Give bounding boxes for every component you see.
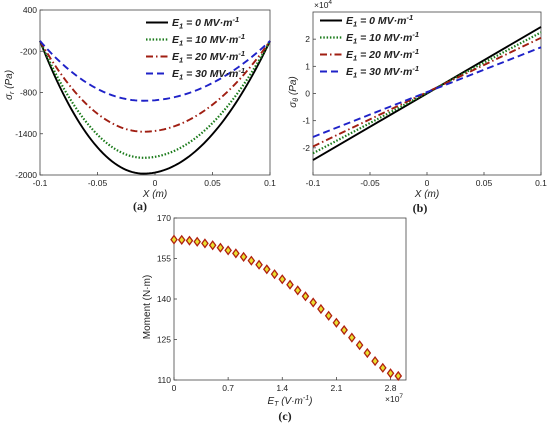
panel-a-ylabel: σr (Pa) xyxy=(4,70,16,100)
panel-c-xtick-label: 2.1 xyxy=(330,383,342,393)
panel-c-xtick-label: 2.8 xyxy=(385,383,397,393)
panel-c-marker-13 xyxy=(270,269,279,280)
panel-c-marker-29 xyxy=(394,370,403,382)
panel-c-marker-11 xyxy=(255,259,263,270)
panel-a-ticks: -0.1 -0.05 0 0.05 0.1 400 -200 -800 -1400 -2000 xyxy=(15,5,276,188)
panel-c-marker-23 xyxy=(348,332,356,343)
panel-a-legend-label-0: E1 = 0 MV·m-1 xyxy=(172,15,239,31)
panel-b-xtick-label: -0.05 xyxy=(360,178,380,188)
panel-b-multiplier: ×104 xyxy=(314,0,332,10)
panel-c-marker-3 xyxy=(193,236,202,247)
panel-c-xlabel: ET (V·m-1) xyxy=(268,395,313,408)
panel-b-legend: E1 = 0 MV·m-1E1 = 10 MV·m-1E1 = 20 MV·m-… xyxy=(320,13,419,80)
panel-c-marker-18 xyxy=(309,297,318,308)
panel-a-ytick-label: 400 xyxy=(23,5,37,15)
panel-a-series-1 xyxy=(38,40,271,159)
panel-b-chart: ×104 σθ (Pa) -0.1 -0.05 0 0.05 0.1 2 1 0 -1 -2 E1… xyxy=(288,0,547,215)
panel-a-ytick-label: -2000 xyxy=(15,170,37,180)
panel-c-ytick-label: 155 xyxy=(157,254,171,264)
panel-c-ytick-label: 125 xyxy=(157,335,171,345)
panel-a-xtick-label: -0.05 xyxy=(88,178,108,188)
panel-b-xtick-label: 0.1 xyxy=(535,178,547,188)
panel-c-marker-10 xyxy=(247,255,256,266)
panel-c-ticks: 0 0.7 1.4 2.1 2.8 170 155 140 125 110 xyxy=(157,213,397,393)
panel-c-xtick-label: 1.4 xyxy=(276,383,288,393)
panel-b-legend-label-3: E1 = 30 MV·m-1 xyxy=(346,64,419,80)
panel-c-marker-28 xyxy=(386,368,395,379)
panel-a-series-0 xyxy=(39,40,271,175)
panel-c-marker-14 xyxy=(278,274,287,285)
panel-a-chart: σr (Pa) -0.1 -0.05 0 0.05 0.1 400 -200 -800 -140… xyxy=(4,5,276,213)
panel-a-series-2 xyxy=(39,40,271,133)
panel-c-marker-12 xyxy=(262,264,271,275)
panel-b-ticks: -0.1 -0.05 0 0.05 0.1 2 1 0 -1 -2 xyxy=(302,34,547,188)
panel-c-ytick-label: 110 xyxy=(157,375,171,385)
panel-b-legend-label-2: E1 = 20 MV·m-1 xyxy=(346,47,419,63)
panel-c-ytick-label: 140 xyxy=(157,294,171,304)
panel-c-ylabel: Moment (N·m) xyxy=(142,275,153,339)
panel-b-ylabel: σθ (Pa) xyxy=(288,76,300,108)
panel-a-series-3 xyxy=(39,40,271,102)
panel-b-legend-label-0: E1 = 0 MV·m-1 xyxy=(346,13,413,29)
panel-c-marker-7 xyxy=(224,245,232,256)
panel-c-markers xyxy=(170,234,403,382)
panel-b-ytick-label: 2 xyxy=(305,34,310,44)
panel-c-marker-25 xyxy=(363,347,372,359)
panel-a-ytick-label: -1400 xyxy=(15,129,37,139)
panel-c-marker-19 xyxy=(317,303,325,315)
panel-c-marker-21 xyxy=(332,317,341,328)
panel-c-marker-6 xyxy=(216,242,225,253)
panel-a-xlabel: X (m) xyxy=(142,189,167,200)
panel-a-caption: (a) xyxy=(133,199,147,213)
panel-c-caption: (c) xyxy=(278,409,291,423)
panel-c-marker-20 xyxy=(324,310,333,321)
panel-c-marker-27 xyxy=(378,362,387,373)
panel-b-curves xyxy=(312,26,542,161)
panel-c-ytick-label: 170 xyxy=(157,213,171,223)
panel-b-caption: (b) xyxy=(413,201,428,215)
panel-c-marker-22 xyxy=(340,324,348,336)
panel-c-plot-frame xyxy=(173,217,407,381)
panel-a-xtick-label: 0.05 xyxy=(204,178,221,188)
panel-b-xtick-label: 0 xyxy=(425,178,430,188)
panel-b-ytick-label: 0 xyxy=(305,89,310,99)
panel-c-xtick-label: 0 xyxy=(172,383,177,393)
panel-c-marker-9 xyxy=(239,251,248,262)
panel-c-marker-4 xyxy=(201,238,209,249)
panel-c-marker-24 xyxy=(355,340,364,351)
panel-b-ytick-label: 1 xyxy=(305,61,310,71)
panel-a-xtick-label: 0 xyxy=(153,178,158,188)
panel-c-marker-15 xyxy=(286,279,294,290)
panel-b-series-3 xyxy=(312,46,542,138)
panel-a-xtick-label: 0.1 xyxy=(264,178,276,188)
panel-c-chart: Moment (N·m) 0 0.7 1.4 2.1 2.8 170 155 140 125 11… xyxy=(142,213,407,423)
panel-c-marker-0 xyxy=(170,234,178,245)
panel-c-marker-17 xyxy=(301,291,310,302)
panel-b-legend-label-1: E1 = 10 MV·m-1 xyxy=(346,30,419,46)
panel-a-ytick-label: -200 xyxy=(20,46,37,56)
panel-a-legend-label-3: E1 = 30 MV·m-1 xyxy=(172,66,245,82)
panel-b-xlabel: X (m) xyxy=(414,189,439,200)
panel-a-xtick-label: -0.1 xyxy=(33,178,48,188)
panel-c-marker-8 xyxy=(232,248,240,259)
panel-b-xtick-label: -0.1 xyxy=(306,178,321,188)
panel-a-legend: E1 = 0 MV·m-1E1 = 10 MV·m-1E1 = 20 MV·m-… xyxy=(146,15,245,82)
panel-b-xtick-label: 0.05 xyxy=(476,178,493,188)
panel-c-marker-1 xyxy=(177,234,186,245)
panel-c-xtick-label: 0.7 xyxy=(222,383,234,393)
panel-c-marker-26 xyxy=(371,356,379,367)
panel-a-legend-label-2: E1 = 20 MV·m-1 xyxy=(172,49,245,65)
panel-a-ytick-label: -800 xyxy=(20,88,37,98)
panel-b-ytick-label: -1 xyxy=(302,116,310,126)
panel-c-marker-5 xyxy=(208,240,217,251)
panel-b-ytick-label: -2 xyxy=(302,143,310,153)
panel-c-marker-16 xyxy=(293,285,302,296)
panel-c-x-multiplier: ×107 xyxy=(385,393,403,404)
panel-a-curves xyxy=(38,40,271,175)
panel-c-marker-2 xyxy=(185,235,194,246)
panel-a-legend-label-1: E1 = 10 MV·m-1 xyxy=(172,32,245,48)
